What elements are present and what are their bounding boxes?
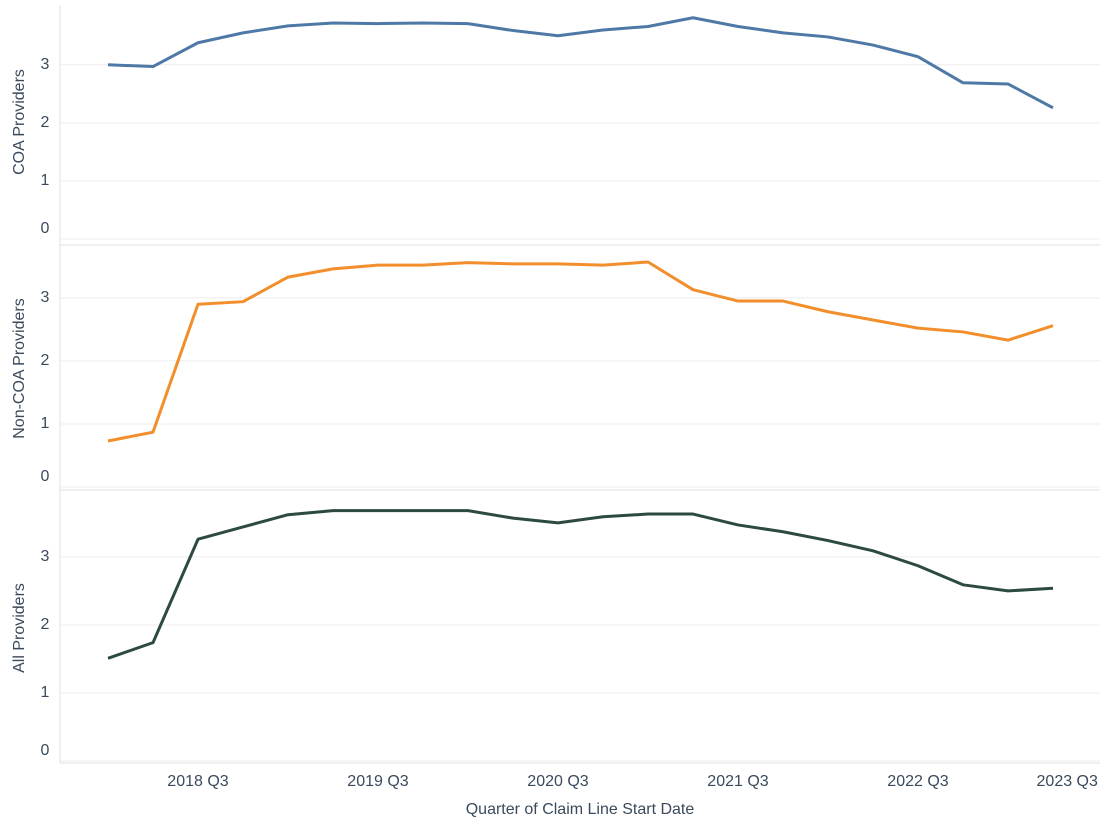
y-axis-title: Non-COA Providers <box>11 298 28 439</box>
x-tick-label: 2022 Q3 <box>887 773 948 790</box>
series-line <box>107 509 1054 660</box>
y-tick-label: 1 <box>41 415 50 432</box>
series-line <box>107 16 1054 110</box>
y-tick-label: 1 <box>41 172 50 189</box>
y-tick-label: 0 <box>41 468 50 485</box>
y-axis-title: All Providers <box>11 583 28 673</box>
y-tick-label: 0 <box>41 220 50 237</box>
y-tick-label: 3 <box>41 548 50 565</box>
series-line <box>107 260 1054 443</box>
y-tick-label: 3 <box>41 289 50 306</box>
y-tick-label: 2 <box>41 352 50 369</box>
x-tick-label: 2021 Q3 <box>707 773 768 790</box>
x-tick-label: 2023 Q3 <box>1037 773 1098 790</box>
y-tick-label: 2 <box>41 114 50 131</box>
y-tick-label: 0 <box>41 742 50 759</box>
y-tick-label: 2 <box>41 616 50 633</box>
x-tick-label: 2020 Q3 <box>527 773 588 790</box>
x-axis-title: Quarter of Claim Line Start Date <box>466 801 695 818</box>
y-tick-label: 3 <box>41 56 50 73</box>
x-tick-label: 2019 Q3 <box>347 773 408 790</box>
x-tick-label: 2018 Q3 <box>167 773 228 790</box>
y-tick-label: 1 <box>41 684 50 701</box>
y-axis-title: COA Providers <box>11 69 28 175</box>
